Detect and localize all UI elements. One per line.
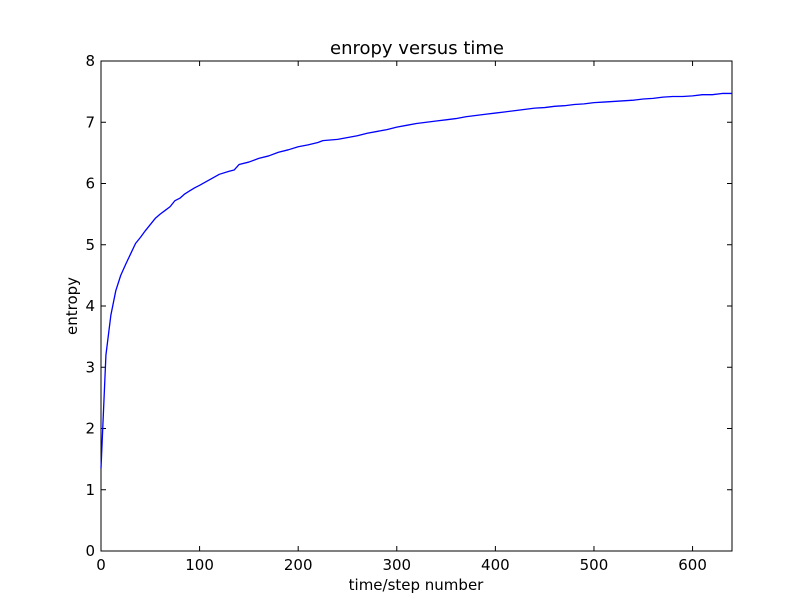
axis-ticks xyxy=(100,60,732,552)
y-tick-label: 0 xyxy=(85,542,95,560)
x-tick-label: 100 xyxy=(185,556,214,574)
axis-tick-labels: 0 100 200 300 400 500 600 0 1 2 3 4 5 6 7 8 xyxy=(85,52,706,574)
y-tick-label: 1 xyxy=(85,481,95,499)
entropy-series-line xyxy=(100,92,732,469)
x-tick-label: 300 xyxy=(382,556,411,574)
y-tick-label: 3 xyxy=(85,358,95,376)
x-tick-label: 200 xyxy=(284,556,313,574)
x-tick-label: 600 xyxy=(678,556,707,574)
chart-title: enropy versus time xyxy=(330,38,504,59)
x-tick-label: 400 xyxy=(481,556,510,574)
x-axis-label: time/step number xyxy=(349,576,485,594)
y-tick-label: 2 xyxy=(85,420,95,438)
x-tick-label: 0 xyxy=(96,556,106,574)
y-tick-label: 6 xyxy=(85,175,95,193)
y-tick-label: 4 xyxy=(85,297,95,315)
y-tick-label: 8 xyxy=(85,52,95,70)
y-axis-label: entropy xyxy=(63,277,81,335)
y-tick-label: 7 xyxy=(85,113,95,131)
y-tick-label: 5 xyxy=(85,236,95,254)
x-tick-label: 500 xyxy=(580,556,609,574)
plot-frame xyxy=(100,60,733,552)
